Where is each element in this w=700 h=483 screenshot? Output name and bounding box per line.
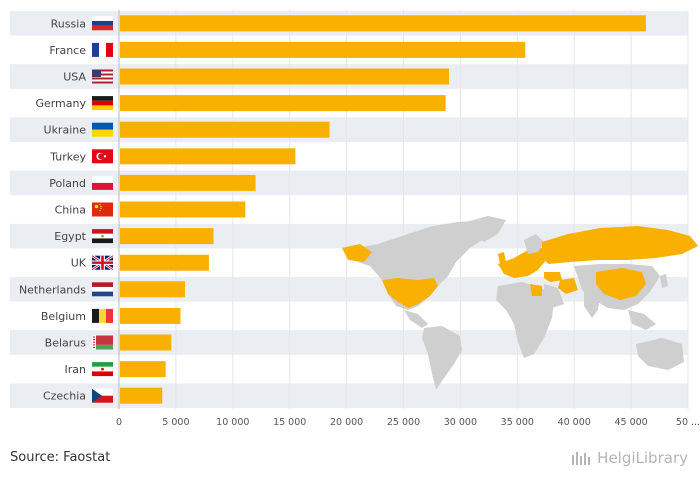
category-label: Netherlands [19,283,86,296]
category-label: France [49,44,86,57]
world-map-icon [338,214,700,398]
flag-poland-icon [92,175,113,190]
x-tick-label: 15 000 [273,417,306,428]
bar [120,15,646,32]
category-label: Turkey [49,150,86,163]
flag-china-icon [92,202,113,217]
flag-belarus-icon [92,335,113,350]
category-label: Belgium [41,310,86,323]
x-tick-label: 20 000 [330,417,363,428]
category-label: Ukraine [44,124,87,137]
bar [120,334,172,351]
x-tick-label: 25 000 [387,417,420,428]
flag-belgium-icon [92,308,113,323]
source-label: Source: Faostat [10,450,111,465]
category-label: UK [71,257,87,270]
bar [120,281,186,298]
category-label: China [55,204,86,217]
category-label: Belarus [45,337,87,350]
flag-czechia-icon [92,388,113,403]
category-label: Russia [51,17,86,30]
bar [120,41,526,58]
bar [120,68,450,85]
flag-iran-icon [92,362,113,377]
bar [120,148,296,165]
bar [120,361,166,378]
x-tick-label: 35 000 [501,417,534,428]
flag-netherlands-icon [92,282,113,297]
x-tick-label: 0 [116,417,122,428]
category-label: Egypt [54,230,86,243]
category-label: USA [63,71,86,84]
flag-egypt-icon [92,229,113,244]
category-label: Germany [35,97,86,110]
bar [120,121,330,138]
flag-germany-icon [92,96,113,111]
bar [120,307,181,324]
helgi-library-logo: HelgiLibrary [571,449,688,467]
category-label: Czechia [43,390,86,403]
x-tick-label: 50 ... [676,417,700,428]
flag-france-icon [92,42,113,57]
x-tick-label: 40 000 [558,417,591,428]
bar [120,174,256,191]
flag-uk-icon [91,254,114,271]
bar [120,95,446,112]
bar [120,201,246,218]
flag-usa-icon [92,69,113,84]
x-tick-label: 30 000 [444,417,477,428]
category-label: Iran [65,363,87,376]
library-icon [572,452,591,465]
category-label: Poland [49,177,86,190]
flag-turkey-icon [92,149,113,164]
x-tick-label: 10 000 [216,417,249,428]
bar [120,254,209,271]
x-tick-label: 45 000 [614,417,647,428]
flag-ukraine-icon [92,122,113,137]
x-tick-label: 5 000 [162,417,189,428]
bar [120,387,163,404]
bar [120,228,214,245]
logo-text: HelgiLibrary [597,449,688,467]
flag-russia-icon [92,16,113,31]
